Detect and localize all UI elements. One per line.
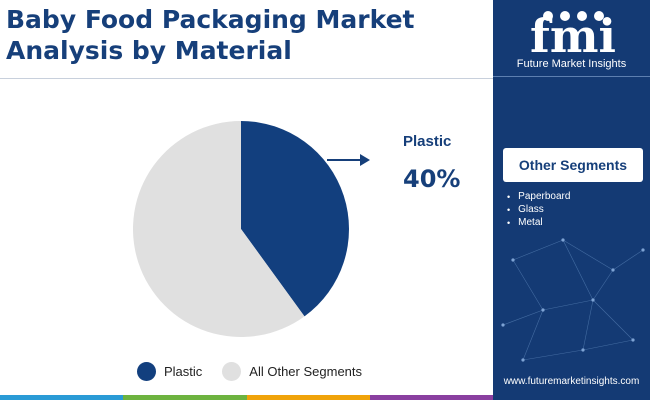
legend-label-other: All Other Segments	[249, 364, 363, 379]
bottom-color-bar	[0, 395, 493, 400]
legend-swatch-plastic	[137, 362, 156, 381]
pie-slices	[133, 121, 350, 337]
chart-legend: Plastic All Other Segments	[137, 362, 382, 381]
sidebar: fmi Future Market Insights Other Segment…	[493, 0, 650, 400]
list-item: • Glass	[507, 203, 570, 216]
bottom-bar-segment	[123, 395, 247, 400]
bottom-bar-segment	[246, 395, 370, 400]
segment-label: Metal	[518, 217, 543, 228]
bullet-icon: •	[507, 191, 511, 202]
legend-label-plastic: Plastic	[164, 364, 203, 379]
website-url: www.futuremarketinsights.com	[503, 376, 640, 387]
bullet-icon: •	[507, 217, 511, 228]
other-segments-list: • Paperboard • Glass • Metal	[507, 190, 570, 229]
pie-slice-all-other-segments	[133, 121, 305, 337]
list-item: • Metal	[507, 216, 570, 229]
bottom-bar-segment	[369, 395, 493, 400]
title-divider	[0, 78, 493, 79]
brand-divider	[493, 76, 650, 77]
pie-slice-plastic	[241, 121, 350, 317]
bullet-icon: •	[507, 204, 511, 215]
network-pattern	[501, 238, 645, 362]
chart-title: Baby Food Packaging Market Analysis by M…	[6, 5, 415, 65]
segment-label: Glass	[518, 204, 544, 215]
callout-value: 40%	[403, 165, 461, 193]
list-item: • Paperboard	[507, 190, 570, 203]
pie-chart	[133, 121, 370, 337]
legend-item-plastic: Plastic	[137, 362, 202, 381]
other-segments-heading: Other Segments	[503, 148, 643, 182]
chart-area	[0, 80, 493, 392]
segment-label: Paperboard	[518, 191, 571, 202]
fmi-logo: fmi	[530, 9, 616, 56]
brand-name: Future Market Insights	[516, 58, 627, 70]
bottom-bar-segment	[0, 395, 124, 400]
callout-arrow	[327, 154, 370, 166]
legend-item-other: All Other Segments	[222, 362, 362, 381]
legend-swatch-other	[222, 362, 242, 381]
callout-label: Plastic	[403, 133, 452, 150]
